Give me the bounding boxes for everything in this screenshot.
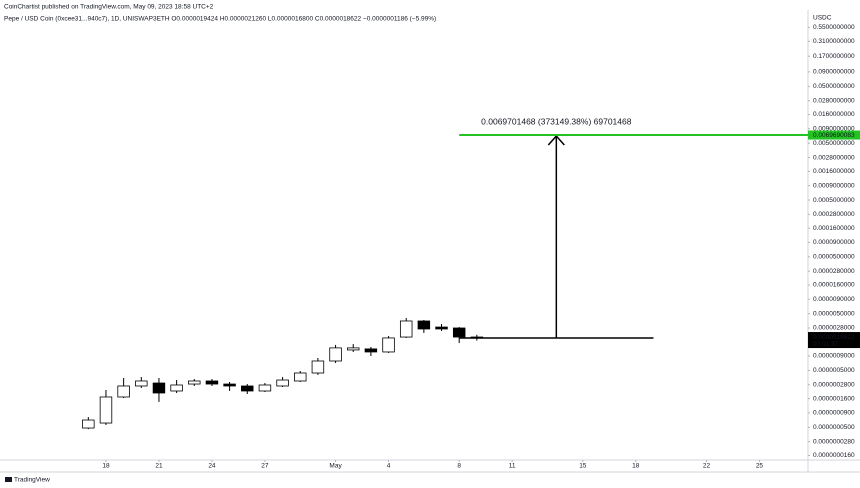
y-tick-label: 0.0000009000 (813, 353, 855, 360)
candle-body (152, 382, 166, 394)
candle-body (276, 379, 289, 387)
measure-arrowhead (547, 134, 565, 146)
y-tick-label: 0.0000280000 (813, 268, 855, 275)
x-tick-label: 27 (261, 463, 269, 470)
x-tick-label: 4 (387, 463, 391, 470)
logo-icon (5, 477, 12, 482)
candle-body (329, 347, 342, 362)
y-tick-label: 0.0001600000 (813, 225, 855, 232)
candle-body (241, 385, 254, 392)
candle-body (170, 384, 183, 392)
candle-body (346, 347, 360, 351)
x-tick-label: 8 (457, 463, 461, 470)
target-price-label: 0.0069690083 (813, 132, 855, 139)
candle-body (99, 396, 113, 424)
x-tick-label: 18 (632, 463, 640, 470)
publisher-line: CoinChartist published on TradingView.co… (4, 4, 214, 11)
y-tick-label: 0.0000900000 (813, 239, 855, 246)
y-tick-label: 0.0028000000 (813, 154, 855, 161)
x-tick-label: 11 (509, 463, 516, 470)
candle-body (258, 384, 272, 392)
y-tick-label: 0.0000090000 (813, 296, 855, 303)
currency-label: USDC (813, 15, 832, 22)
x-tick-label: 18 (102, 463, 110, 470)
y-tick-label: 0.0000050000 (813, 310, 855, 317)
y-tick-label: 0.0009000000 (813, 182, 855, 189)
target-price-box (808, 130, 860, 140)
y-tick-label: 0.0280000000 (813, 97, 855, 104)
last-price-label: 0.0000018622 (813, 334, 855, 341)
chart-title: Pepe / USD Coin (0xcee31...940c7), 1D, U… (4, 16, 436, 23)
y-tick-label: 0.3100000000 (813, 38, 855, 45)
countdown-label: 07:01:37 (813, 341, 839, 348)
y-tick-label: 0.0000001600 (813, 395, 855, 402)
y-tick-label: 0.0090000000 (813, 125, 855, 132)
candle-body (311, 360, 325, 374)
candle-body (205, 380, 219, 385)
y-tick-label: 0.0000000900 (813, 410, 855, 417)
y-tick-label: 0.0002800000 (813, 211, 855, 218)
y-tick-label: 0.0000000500 (813, 424, 855, 431)
candle-body (188, 380, 201, 385)
candle-body (364, 348, 378, 353)
y-tick-label: 0.5500000000 (813, 24, 855, 31)
candle-body (417, 320, 431, 330)
candle-body (135, 380, 148, 387)
y-tick-label: 0.0000005000 (813, 367, 855, 374)
watermark: TradingView (14, 477, 50, 484)
candle-body (399, 320, 413, 338)
candle-body (82, 419, 95, 429)
y-tick-label: 0.0016000000 (813, 168, 855, 175)
x-tick-label: 25 (756, 463, 764, 470)
candle-body (117, 385, 130, 398)
y-tick-label: 0.0005000000 (813, 197, 855, 204)
candle-body (435, 326, 448, 330)
y-tick-label: 0.0160000000 (813, 111, 855, 118)
y-tick-label: 0.0900000000 (813, 69, 855, 76)
candle-body (452, 327, 466, 338)
candle-body (382, 337, 395, 353)
x-tick-label: 24 (208, 463, 216, 470)
measure-label: 0.0069701468 (373149.38%) 69701468 (481, 116, 632, 126)
y-tick-label: 0.0000000280 (813, 438, 855, 445)
y-tick-label: 0.0000028000 (813, 325, 855, 332)
y-tick-label: 0.0500000000 (813, 83, 855, 90)
y-tick-label: 0.0000002800 (813, 382, 855, 389)
y-tick-label: 0.0000160000 (813, 282, 855, 289)
candle-body (223, 383, 236, 387)
y-tick-label: 0.0000500000 (813, 254, 855, 261)
x-tick-label: 21 (155, 463, 163, 470)
y-tick-label: 0.0000000160 (813, 452, 855, 459)
logo: TradingView (5, 477, 50, 484)
x-tick-label: 15 (579, 463, 587, 470)
y-tick-label: 0.0050000000 (813, 140, 855, 147)
y-tick-label: 0.1700000000 (813, 53, 855, 60)
x-tick-label: May (329, 463, 342, 470)
last-price-box (808, 332, 860, 349)
candle-body (294, 372, 307, 382)
x-tick-label: 22 (703, 463, 711, 470)
